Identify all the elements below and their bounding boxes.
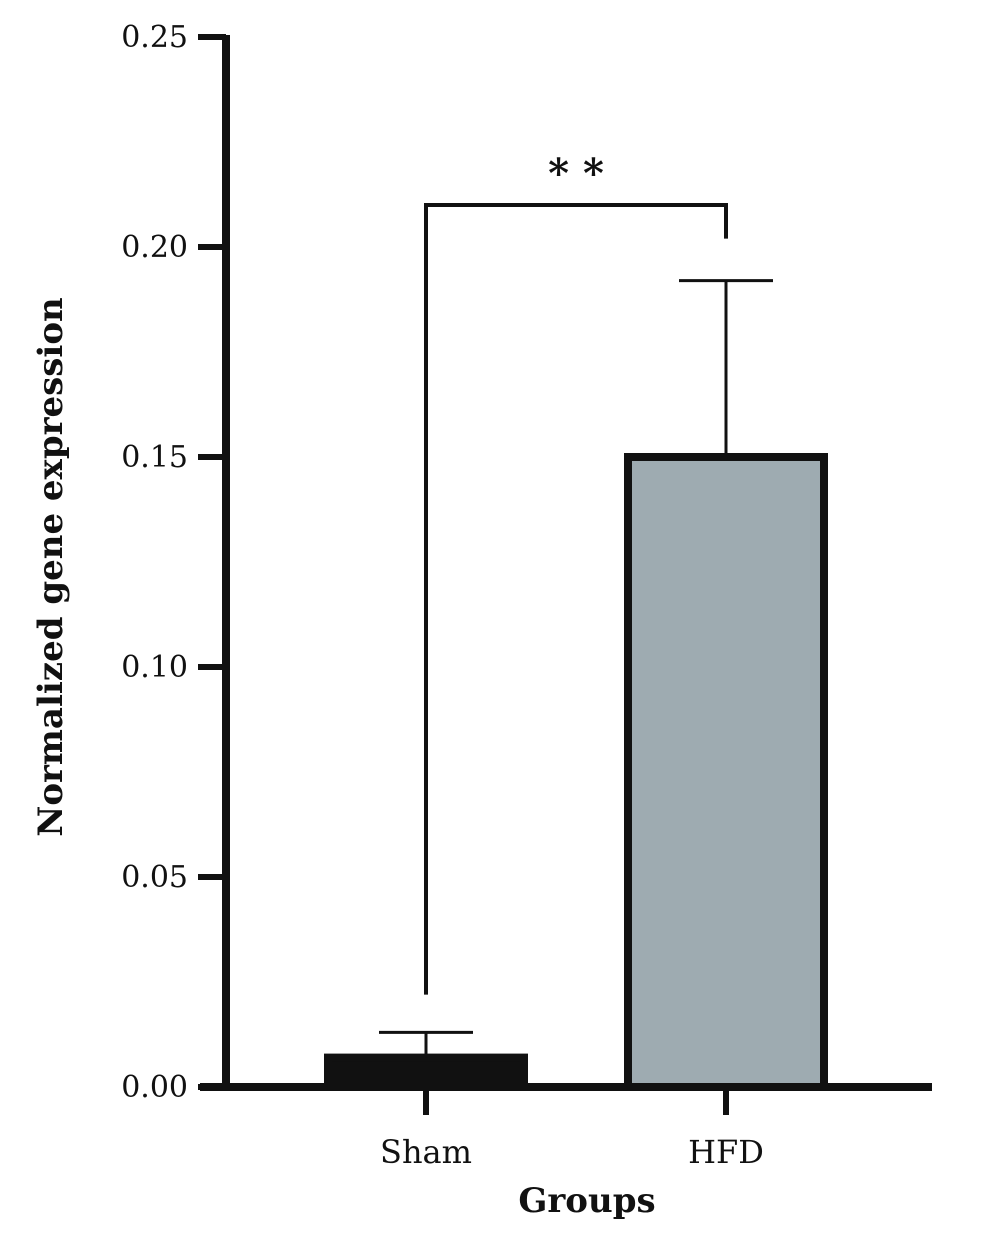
- y-tick-label: 0.05: [121, 860, 188, 895]
- y-tick-label: 0.10: [121, 650, 188, 685]
- bar-sham: [324, 1053, 528, 1091]
- y-tick-label: 0.20: [121, 230, 188, 265]
- x-axis-title: Groups: [518, 1181, 655, 1221]
- x-tick-label-sham: Sham: [380, 1133, 472, 1171]
- y-tick-label: 0.25: [121, 20, 188, 55]
- x-tick-label-hfd: HFD: [688, 1133, 764, 1171]
- y-axis-title: Normalized gene expression: [31, 297, 71, 836]
- significance-bracket: [424, 203, 728, 995]
- y-tick-label: 0.00: [121, 1070, 188, 1105]
- bar-hfd: [624, 453, 828, 1091]
- significance-label: * *: [548, 150, 604, 197]
- y-tick-label: 0.15: [121, 440, 188, 475]
